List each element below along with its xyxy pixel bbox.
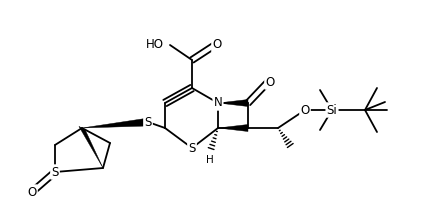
Polygon shape [79,126,103,168]
Text: O: O [28,186,37,199]
Text: S: S [188,141,196,155]
Text: O: O [265,75,275,89]
Text: O: O [301,104,310,116]
Polygon shape [218,124,248,131]
Text: Si: Si [327,104,338,116]
Text: H: H [206,155,214,165]
Text: S: S [144,116,152,128]
Text: HO: HO [146,39,164,51]
Text: N: N [214,97,222,109]
Text: O: O [212,39,221,51]
Text: S: S [51,165,58,179]
Polygon shape [218,99,248,107]
Polygon shape [82,118,148,128]
